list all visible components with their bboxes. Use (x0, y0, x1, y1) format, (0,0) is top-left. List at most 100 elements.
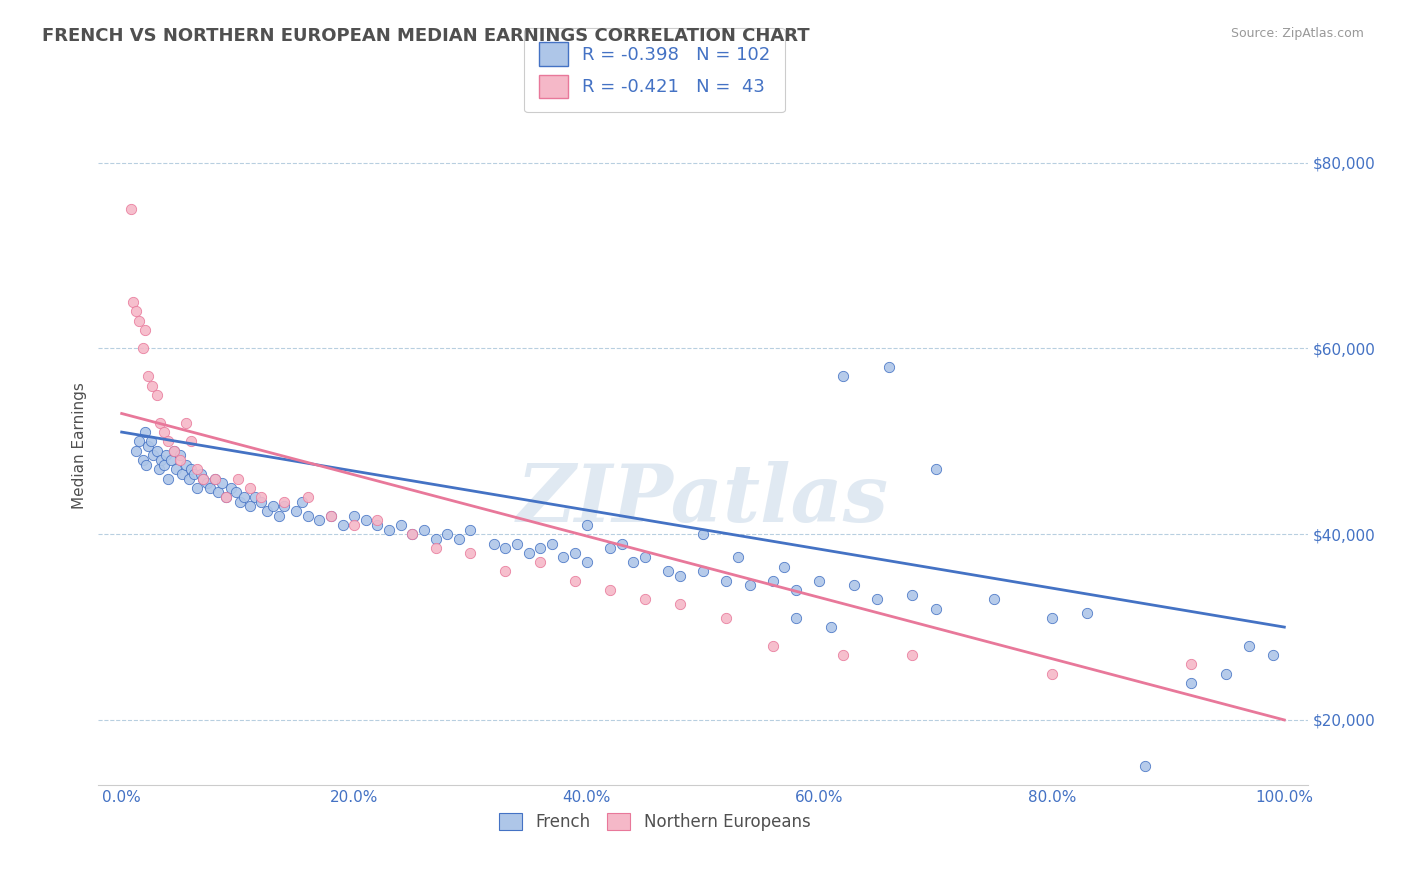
Point (983, 592, 1005, 607)
Point (157, 471, 180, 485)
Point (180, 462, 202, 476)
Point (138, 439, 160, 453)
Point (291, 494, 314, 508)
Point (180, 434, 202, 449)
Point (692, 565, 714, 579)
Point (186, 481, 208, 495)
Point (447, 532, 470, 546)
Point (124, 443, 146, 458)
Point (198, 481, 221, 495)
Point (134, 425, 156, 439)
Point (820, 620, 842, 634)
Point (808, 574, 831, 588)
Point (273, 494, 295, 508)
Point (389, 517, 412, 532)
Point (250, 494, 273, 508)
Point (378, 523, 401, 537)
Point (460, 523, 482, 537)
Point (785, 611, 807, 625)
Point (610, 536, 633, 550)
Point (727, 550, 749, 565)
Point (211, 476, 233, 491)
Text: Source: ZipAtlas.com: Source: ZipAtlas.com (1230, 27, 1364, 40)
Point (138, 369, 160, 384)
Point (831, 369, 853, 384)
Point (128, 434, 150, 449)
Point (215, 490, 238, 504)
Point (186, 462, 208, 476)
Point (354, 513, 377, 527)
Point (131, 342, 153, 356)
Point (239, 500, 262, 514)
Point (482, 536, 505, 550)
Point (343, 517, 366, 532)
Point (738, 578, 761, 592)
Point (297, 490, 319, 504)
Point (149, 416, 172, 430)
Point (877, 360, 900, 375)
Point (155, 448, 177, 462)
Point (401, 527, 423, 541)
Point (195, 476, 218, 491)
Point (621, 555, 644, 569)
Point (762, 574, 785, 588)
Point (529, 555, 551, 569)
Point (668, 569, 690, 583)
Point (343, 508, 366, 523)
Point (844, 578, 866, 592)
Point (924, 462, 946, 476)
Point (150, 453, 173, 467)
Point (190, 467, 212, 481)
Point (174, 458, 197, 472)
Text: FRENCH VS NORTHERN EUROPEAN MEDIAN EARNINGS CORRELATION CHART: FRENCH VS NORTHERN EUROPEAN MEDIAN EARNI… (42, 27, 810, 45)
Point (599, 541, 621, 556)
Point (762, 639, 785, 653)
Point (1040, 611, 1063, 625)
Point (183, 467, 205, 481)
Point (256, 504, 278, 518)
Point (135, 458, 157, 472)
Point (460, 546, 482, 560)
Point (165, 462, 187, 476)
Point (226, 471, 249, 485)
Point (131, 453, 153, 467)
Point (273, 500, 295, 514)
Point (225, 485, 247, 500)
Point (152, 458, 174, 472)
Point (599, 582, 621, 597)
Point (716, 574, 738, 588)
Point (901, 648, 924, 662)
Point (494, 541, 516, 556)
Point (148, 462, 170, 476)
Point (157, 434, 180, 449)
Point (145, 388, 167, 402)
Point (506, 536, 529, 550)
Point (142, 448, 165, 462)
Y-axis label: Median Earnings: Median Earnings (72, 383, 87, 509)
Point (866, 592, 889, 607)
Text: ZIPatlas: ZIPatlas (517, 461, 889, 539)
Point (179, 471, 201, 485)
Point (319, 508, 342, 523)
Point (174, 416, 197, 430)
Point (425, 532, 447, 546)
Point (128, 313, 150, 327)
Point (564, 546, 586, 560)
Point (229, 494, 252, 508)
Point (1215, 666, 1237, 681)
Point (245, 490, 267, 504)
Point (553, 550, 575, 565)
Point (901, 588, 924, 602)
Point (668, 597, 690, 611)
Point (204, 471, 226, 485)
Point (191, 471, 214, 485)
Point (634, 592, 657, 607)
Point (139, 434, 162, 449)
Point (716, 611, 738, 625)
Point (141, 378, 163, 392)
Point (692, 527, 714, 541)
Point (575, 517, 598, 532)
Point (308, 513, 330, 527)
Point (262, 500, 284, 514)
Point (159, 453, 181, 467)
